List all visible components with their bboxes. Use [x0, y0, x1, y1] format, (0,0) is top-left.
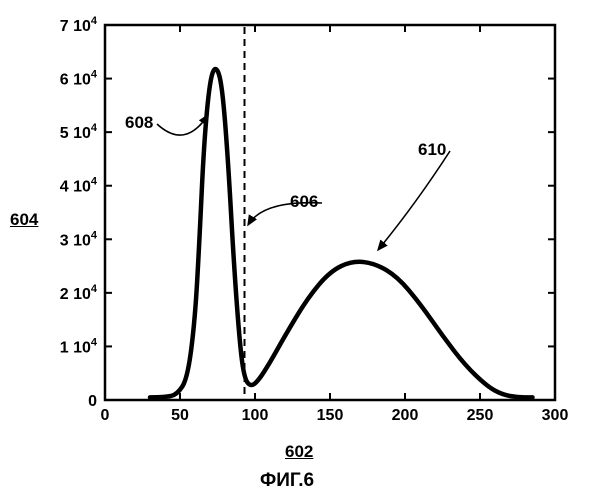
y-tick-label: 3 104 — [60, 229, 98, 249]
y-tick-label: 5 104 — [60, 122, 98, 142]
chart-svg: 0 50 100 150 200 250 300 0 1 104 2 104 3 104 4 104 5… — [0, 0, 599, 500]
callout-label-606: 606 — [290, 192, 318, 211]
y-tick-label: 7 104 — [60, 15, 98, 35]
x-tick-label: 150 — [317, 407, 344, 424]
x-tick-label: 50 — [171, 407, 189, 424]
x-tick-label: 200 — [392, 407, 419, 424]
x-tick-label: 300 — [542, 407, 569, 424]
callout-label-608: 608 — [125, 113, 153, 132]
callout-label-610: 610 — [418, 140, 446, 159]
x-tick-label: 0 — [101, 407, 110, 424]
y-tick-label: 2 104 — [60, 283, 98, 303]
x-tick-label: 100 — [242, 407, 269, 424]
y-tick-label: 6 104 — [60, 69, 98, 89]
y-tick-label: 0 — [88, 393, 97, 410]
figure-container: 604 602 ФИГ.6 05010015020025030001 1042 … — [0, 0, 599, 500]
y-tick-label: 4 104 — [60, 176, 98, 196]
y-tick-label: 1 104 — [60, 336, 98, 356]
plot-border — [105, 25, 555, 400]
x-tick-label: 250 — [467, 407, 494, 424]
